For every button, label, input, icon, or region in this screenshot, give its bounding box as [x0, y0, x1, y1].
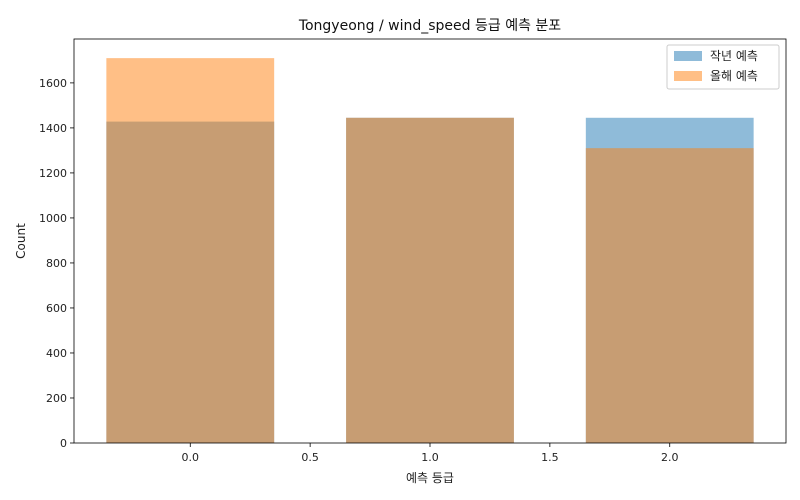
y-tick-label: 1200: [39, 167, 67, 180]
legend-label-this-year: 올해 예측: [710, 69, 758, 83]
x-axis-label: 예측 등급: [406, 471, 454, 485]
legend-label-last-year: 작년 예측: [710, 49, 758, 63]
legend: 작년 예측 올해 예측: [666, 44, 780, 90]
x-tick-label: 0.0: [182, 451, 200, 464]
legend-swatch-this-year: [674, 71, 702, 81]
y-tick-label: 1000: [39, 212, 67, 225]
y-tick-label: 1600: [39, 77, 67, 90]
x-tick-label: 1.5: [541, 451, 559, 464]
y-tick-label: 0: [60, 437, 67, 450]
bar-series-1-category-2: [585, 148, 754, 444]
y-axis-ticks: 0 200 400 600 800 1000 1200 1400 1600: [39, 77, 74, 450]
y-axis-label: Count: [14, 223, 28, 259]
bars-layer: [106, 58, 754, 444]
bar-series-1-category-1: [346, 117, 514, 443]
x-tick-label: 1.0: [421, 451, 439, 464]
y-tick-label: 400: [46, 347, 67, 360]
x-tick-label: 0.5: [301, 451, 319, 464]
y-tick-label: 600: [46, 302, 67, 315]
y-tick-label: 800: [46, 257, 67, 270]
legend-swatch-last-year: [674, 51, 702, 61]
y-tick-label: 1400: [39, 122, 67, 135]
x-axis-ticks: 0.0 0.5 1.0 1.5 2.0: [182, 443, 679, 464]
chart-title: Tongyeong / wind_speed 등급 예측 분포: [298, 18, 561, 34]
y-tick-label: 200: [46, 392, 67, 405]
x-tick-label: 2.0: [661, 451, 679, 464]
bar-series-1-category-0: [106, 58, 275, 443]
plot-frame: [73, 38, 787, 444]
